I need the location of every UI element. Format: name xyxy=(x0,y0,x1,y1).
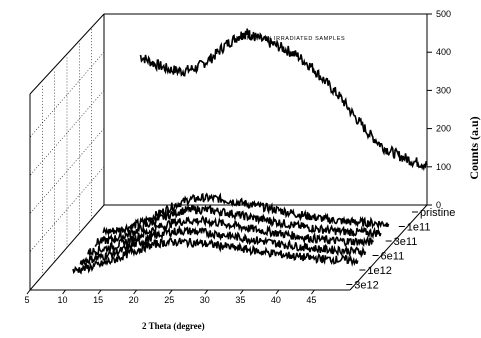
grid-line xyxy=(29,128,105,214)
x-tick-mark xyxy=(133,289,138,295)
x-tick-label: 35 xyxy=(235,295,245,305)
x-tick-mark xyxy=(168,289,173,295)
z-tick-label: 300 xyxy=(436,85,451,95)
z-tick-label: 400 xyxy=(436,47,451,57)
series-layer xyxy=(72,28,428,275)
x-tick-label: 25 xyxy=(164,295,174,305)
z-tick-label: 100 xyxy=(436,162,451,172)
x-tick-label: 15 xyxy=(93,295,103,305)
series-label-6e11: 6e11 xyxy=(381,251,405,263)
z-axis: 0 100 200 300 400 500 xyxy=(427,9,451,210)
chart-title: LITHIUM ION IRRADIATED SAMPLES xyxy=(232,36,345,42)
x-tick-label: 20 xyxy=(129,295,139,305)
x-tick-mark xyxy=(239,289,244,295)
x-axis-label: 2 Theta (degree) xyxy=(142,321,205,331)
grid-lines xyxy=(29,28,105,276)
x-tick-mark xyxy=(204,289,209,295)
series-line-6e11 xyxy=(87,215,374,258)
grid-line xyxy=(29,52,105,138)
z-tick-label: 0 xyxy=(436,200,441,210)
z-tick-label: 500 xyxy=(436,9,451,19)
x-tick-label: 5 xyxy=(24,295,29,305)
z-axis-label: Counts (a.u) xyxy=(467,116,481,179)
series-label-pristine: pristine xyxy=(420,207,455,219)
series-labels: pristine 1e11 3e11 6e11 1e12 3e12 xyxy=(346,207,455,292)
x-tick-label: 10 xyxy=(58,295,68,305)
x-axis: 5 10 15 20 25 30 35 40 45 xyxy=(24,289,316,305)
x-tick-mark xyxy=(311,289,315,295)
series-label-3e11: 3e11 xyxy=(394,236,418,248)
grid-line xyxy=(29,166,105,252)
x-tick-label: 45 xyxy=(306,295,316,305)
x-tick-label: 40 xyxy=(271,295,281,305)
x-tick-mark xyxy=(97,289,102,295)
x-tick-mark xyxy=(26,289,31,295)
series-label-1e11: 1e11 xyxy=(407,222,431,234)
x-tick-label: 30 xyxy=(200,295,210,305)
z-tick-label: 200 xyxy=(436,124,451,134)
x-tick-mark xyxy=(62,289,66,295)
series-label-1e12: 1e12 xyxy=(367,265,391,277)
series-line-3e11 xyxy=(94,204,382,248)
series-label-3e12: 3e12 xyxy=(354,280,378,292)
series-line-3e12 xyxy=(72,237,359,275)
series-line-pristine xyxy=(139,28,428,172)
x-tick-mark xyxy=(275,289,280,295)
